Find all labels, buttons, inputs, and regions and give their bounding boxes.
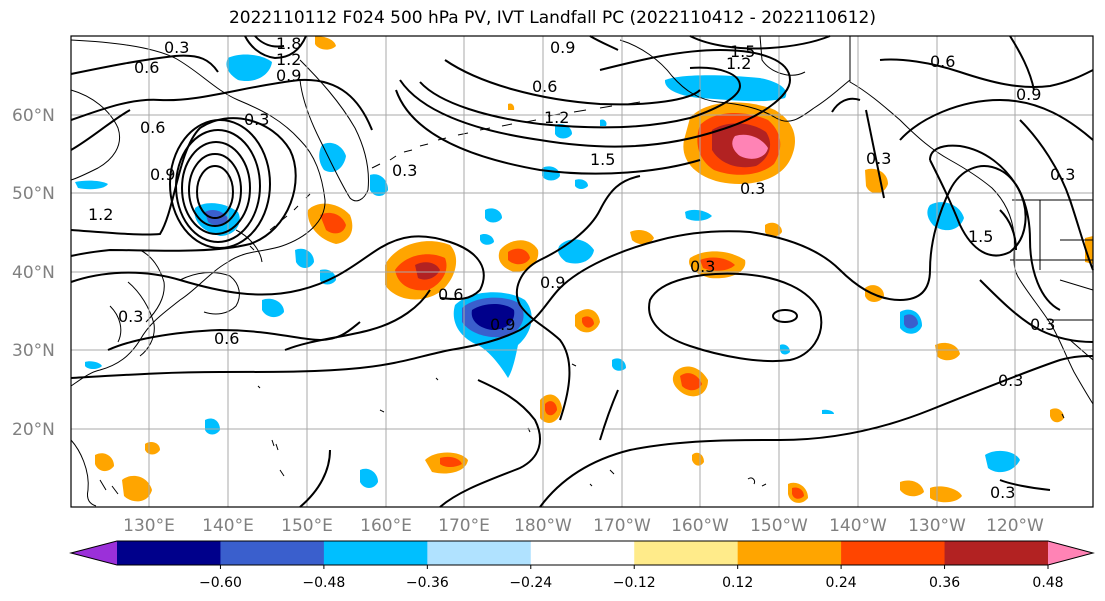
colorbar-extend-low [71, 541, 117, 565]
contour-label: 0.3 [244, 110, 269, 129]
contour-label: 0.3 [392, 161, 417, 180]
contour-label: 1.8 [276, 34, 301, 53]
contour-label: 0.9 [540, 273, 565, 292]
contour-label: 0.9 [490, 315, 515, 334]
contour-label: 0.3 [740, 179, 765, 198]
negative-anomaly-shading [75, 54, 1020, 488]
colorbar-segment [323, 541, 428, 565]
lat-label: 30°N [12, 341, 55, 361]
colorbar-segment [427, 541, 532, 565]
colorbar-segment [634, 541, 739, 565]
lon-label: 130°W [908, 516, 966, 536]
contour-label: 0.6 [930, 52, 955, 71]
contour-label: 0.6 [438, 285, 463, 304]
colorbar-tick-label: 0.12 [722, 575, 753, 591]
contour-labels: 0.3 0.6 1.8 1.2 0.9 0.6 0.3 0.9 1.2 0.3 … [88, 34, 1075, 502]
colorbar-tick-label: −0.12 [613, 575, 656, 591]
contour-label: 0.3 [118, 307, 143, 326]
contour-label: 0.6 [134, 58, 159, 77]
contour-label: 1.5 [590, 150, 615, 169]
contour-label: 0.3 [690, 257, 715, 276]
contour-label: 1.2 [726, 54, 751, 73]
colorbar-segment [220, 541, 325, 565]
contour-label: 0.3 [164, 38, 189, 57]
contour-label: 1.5 [968, 227, 993, 246]
lon-label: 160°E [360, 516, 412, 536]
contour-label: 0.9 [150, 165, 175, 184]
contour-label: 0.6 [532, 77, 557, 96]
contour-label: 0.9 [550, 38, 575, 57]
contour-label: 0.9 [1016, 85, 1041, 104]
lon-label: 180°W [514, 516, 572, 536]
longitude-labels: 130°E 140°E 150°E 160°E 170°E 180°W 170°… [123, 516, 1044, 536]
lon-label: 170°W [593, 516, 651, 536]
coastlines [70, 35, 1094, 507]
contour-label: 0.3 [1050, 165, 1075, 184]
contour-label: 0.3 [998, 371, 1023, 390]
lon-label: 160°W [671, 516, 729, 536]
contour-label: 1.2 [544, 108, 569, 127]
lat-label: 40°N [12, 263, 55, 283]
lon-label: 140°E [202, 516, 254, 536]
pv-contours [70, 35, 1094, 508]
contour-label: 1.2 [276, 50, 301, 69]
lon-label: 120°W [986, 516, 1044, 536]
contour-label: 0.6 [140, 118, 165, 137]
colorbar: −0.60 −0.48 −0.36 −0.24 −0.12 0.12 0.24 0.36 0.4… [69, 540, 1095, 591]
colorbar-tick-label: −0.24 [509, 575, 552, 591]
colorbar-tick-label: 0.48 [1032, 575, 1063, 591]
colorbar-segment [841, 541, 946, 565]
lon-label: 150°E [281, 516, 333, 536]
contour-label: 0.6 [214, 329, 239, 348]
colorbar-segment [944, 541, 1049, 565]
contour-label: 0.9 [276, 66, 301, 85]
colorbar-tick-label: 0.36 [929, 575, 960, 591]
lon-label: 140°W [829, 516, 887, 536]
lon-label: 170°E [438, 516, 490, 536]
colorbar-tick-label: −0.60 [199, 575, 242, 591]
colorbar-extend-high [1048, 541, 1093, 565]
lon-label: 150°W [750, 516, 808, 536]
graticule [71, 36, 1093, 507]
latitude-labels: 60°N 50°N 40°N 30°N 20°N [12, 106, 55, 440]
contour-label: 1.5 [730, 42, 755, 61]
colorbar-segment [117, 541, 221, 565]
contour-label: 0.3 [990, 483, 1015, 502]
colorbar-segment [737, 541, 842, 565]
colorbar-tick-label: −0.36 [406, 575, 449, 591]
lat-label: 60°N [12, 106, 55, 126]
colorbar-tick-label: 0.24 [826, 575, 857, 591]
colorbar-segment [530, 541, 635, 565]
lon-label: 130°E [123, 516, 175, 536]
contour-label: 0.3 [1030, 315, 1055, 334]
colorbar-outline [69, 540, 1095, 566]
colorbar-tick-label: −0.48 [302, 575, 345, 591]
lat-label: 20°N [12, 420, 55, 440]
map-title: 2022110112 F024 500 hPa PV, IVT Landfall… [228, 8, 876, 28]
contour-label: 1.2 [88, 205, 113, 224]
contour-label: 0.3 [866, 149, 891, 168]
lat-label: 50°N [12, 184, 55, 204]
map-frame [70, 35, 1094, 508]
